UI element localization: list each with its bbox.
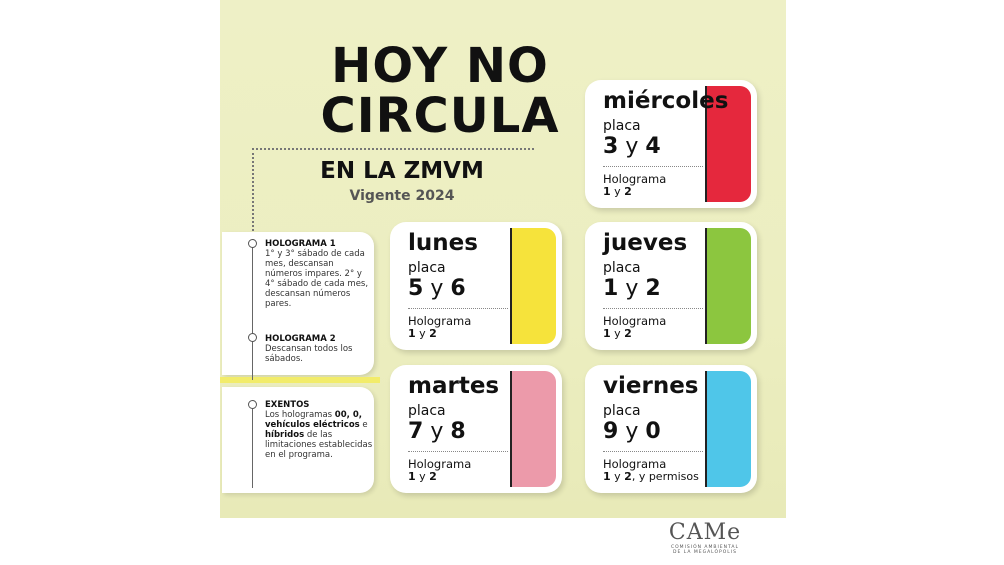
separator — [510, 371, 512, 487]
came-logo: CAMe COMISIÓN AMBIENTAL DE LA MEGALÓPOLI… — [650, 520, 760, 555]
holograma-values: 1 y 2 — [603, 327, 632, 340]
placa-label: placa — [603, 118, 641, 134]
plate-digits: 1 y 2 — [603, 276, 661, 301]
yellow-band — [220, 377, 380, 383]
day-name: jueves — [603, 230, 688, 256]
placa-label: placa — [603, 260, 641, 276]
dotted-connector — [252, 148, 254, 243]
plate-digits: 9 y 0 — [603, 419, 661, 444]
dotted-line — [408, 451, 508, 452]
subtitle: EN LA ZMVM — [320, 158, 484, 184]
separator — [705, 86, 707, 202]
note-hologram-1: HOLOGRAMA 1 1° y 3° sábado de cada mes, d… — [265, 239, 369, 309]
color-strip — [707, 86, 751, 202]
placa-label: placa — [408, 260, 446, 276]
plate-digits: 3 y 4 — [603, 134, 661, 159]
holograma-label: Holograma — [408, 314, 472, 328]
bullet-icon — [248, 239, 257, 248]
dotted-line — [408, 308, 508, 309]
day-name: miércoles — [603, 88, 729, 114]
plate-digits: 7 y 8 — [408, 419, 466, 444]
holograma-values: 1 y 2, y permisos — [603, 470, 699, 483]
day-name: lunes — [408, 230, 478, 256]
holograma-label: Holograma — [408, 457, 472, 471]
placa-label: placa — [603, 403, 641, 419]
holograma-label: Holograma — [603, 457, 667, 471]
bullet-icon — [248, 400, 257, 409]
separator — [705, 371, 707, 487]
color-strip — [707, 371, 751, 487]
card-martes: martes placa 7 y 8 Holograma 1 y 2 — [390, 365, 562, 493]
separator — [510, 228, 512, 344]
dotted-line — [603, 308, 703, 309]
dotted-line — [603, 166, 703, 167]
logo-mark: CAMe — [668, 520, 742, 545]
holograma-values: 1 y 2 — [408, 327, 437, 340]
note-hologram-2: HOLOGRAMA 2 Descansan todos los sábados. — [265, 334, 353, 364]
color-strip — [512, 228, 556, 344]
bullet-icon — [248, 333, 257, 342]
color-strip — [707, 228, 751, 344]
holograma-values: 1 y 2 — [603, 185, 632, 198]
holograma-values: 1 y 2 — [408, 470, 437, 483]
placa-label: placa — [408, 403, 446, 419]
card-jueves: jueves placa 1 y 2 Holograma 1 y 2 — [585, 222, 757, 350]
color-strip — [512, 371, 556, 487]
day-name: viernes — [603, 373, 699, 399]
title-line-2: CIRCULA — [320, 88, 560, 144]
validity: Vigente 2024 — [349, 188, 455, 204]
plate-digits: 5 y 6 — [408, 276, 466, 301]
card-lunes: lunes placa 5 y 6 Holograma 1 y 2 — [390, 222, 562, 350]
separator — [705, 228, 707, 344]
dotted-line — [603, 451, 703, 452]
title-line-1: HOY NO — [331, 38, 549, 94]
logo-caption: COMISIÓN AMBIENTAL — [671, 545, 739, 550]
day-name: martes — [408, 373, 500, 399]
holograma-label: Holograma — [603, 172, 667, 186]
exempt-notes-panel — [222, 387, 374, 493]
card-viernes: viernes placa 9 y 0 Holograma 1 y 2, y p… — [585, 365, 757, 493]
card-miércoles: miércoles placa 3 y 4 Holograma 1 y 2 — [585, 80, 757, 208]
hologram-notes-panel — [222, 232, 374, 375]
note-exempt: EXENTOS Los hologramas 00, 0, vehículos e… — [265, 400, 373, 460]
timeline-line — [252, 240, 253, 380]
timeline-line — [252, 402, 253, 488]
poster: HOY NO CIRCULA EN LA ZMVM Vigente 2024 H… — [220, 0, 786, 518]
holograma-label: Holograma — [603, 314, 667, 328]
logo-caption: DE LA MEGALÓPOLIS — [673, 550, 737, 555]
dotted-divider — [252, 148, 534, 150]
